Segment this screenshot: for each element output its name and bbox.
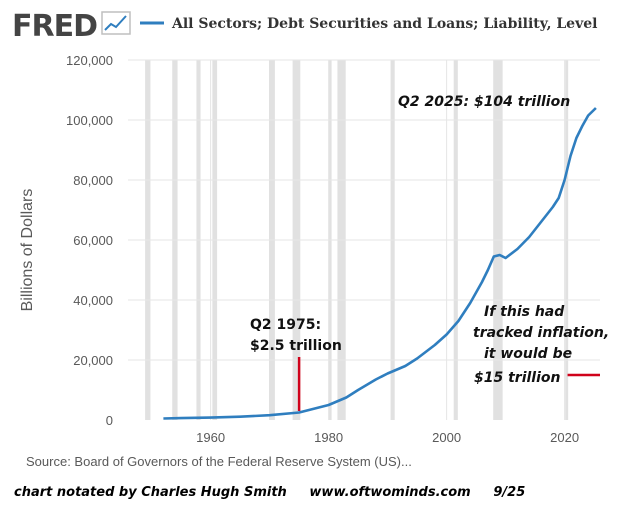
annotation-2025: Q2 2025: $104 trillion xyxy=(398,94,570,110)
annotation-inflation-line-2: it would be xyxy=(484,346,572,362)
source-note: Source: Board of Governors of the Federa… xyxy=(26,454,412,469)
y-axis-ticks: 0 20,000 40,000 60,000 80,000 100,000 120,000 xyxy=(66,53,113,428)
fred-logo-icon xyxy=(101,11,131,35)
y-tick-label-1: 20,000 xyxy=(73,353,113,368)
annotation-inflation: If this had tracked inflation, it would … xyxy=(473,304,609,386)
y-tick-label-5: 100,000 xyxy=(66,113,113,128)
annotation-inflation-line-0: If this had xyxy=(484,304,565,320)
y-tick-label-0: 0 xyxy=(106,413,113,428)
fred-logo: FRED xyxy=(12,9,97,44)
annotation-1975: Q2 1975: $2.5 trillion xyxy=(250,317,342,354)
gridlines xyxy=(128,59,600,420)
annotation-2025-line-0: Q2 2025: $104 trillion xyxy=(398,94,570,110)
series-line-0 xyxy=(163,107,597,420)
y-tick-label-6: 120,000 xyxy=(66,53,113,68)
annotation-inflation-line-3: $15 trillion xyxy=(474,370,561,386)
y-axis-label: Billions of Dollars xyxy=(19,189,36,312)
annotation-1975-line-0: Q2 1975: xyxy=(250,317,321,333)
series-layer xyxy=(163,107,597,420)
legend-series-label: All Sectors; Debt Securities and Loans; … xyxy=(171,16,597,32)
x-axis-ticks: 1960 1980 2000 2020 xyxy=(196,430,579,445)
annotation-1975-line-1: $2.5 trillion xyxy=(250,338,342,354)
x-tick-label-2: 2000 xyxy=(432,430,461,445)
x-tick-label-3: 2020 xyxy=(550,430,579,445)
annotation-markers xyxy=(297,357,600,411)
y-tick-label-3: 60,000 xyxy=(73,233,113,248)
y-tick-label-4: 80,000 xyxy=(73,173,113,188)
x-tick-label-0: 1960 xyxy=(196,430,225,445)
annotation-inflation-line-1: tracked inflation, xyxy=(473,325,609,341)
x-tick-label-1: 1980 xyxy=(314,430,343,445)
footer-credit: chart notated by Charles Hugh Smith www.… xyxy=(14,485,525,500)
y-tick-label-2: 40,000 xyxy=(73,293,113,308)
